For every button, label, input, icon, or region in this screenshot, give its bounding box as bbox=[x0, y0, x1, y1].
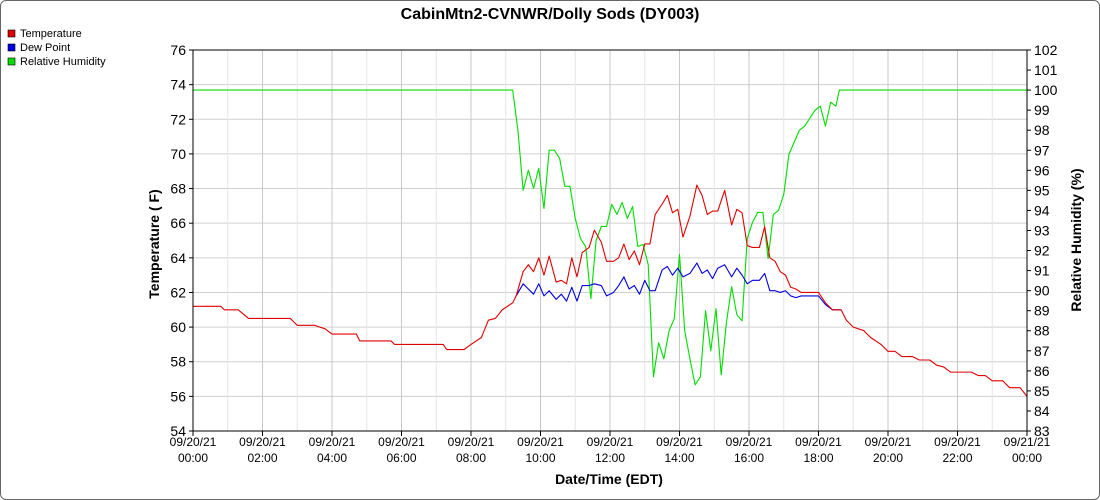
y2-tick-label: 97 bbox=[1034, 142, 1050, 158]
y2-tick-label: 88 bbox=[1034, 323, 1050, 339]
y2-tick-label: 86 bbox=[1034, 363, 1050, 379]
series-line-relative-humidity bbox=[193, 89, 1027, 386]
x-tick-label-date: 09/20/21 bbox=[726, 435, 773, 449]
y2-tick-label: 87 bbox=[1034, 343, 1050, 359]
x-tick-label-date: 09/20/21 bbox=[587, 435, 634, 449]
y-tick-label: 62 bbox=[170, 284, 186, 300]
y2-tick-label: 94 bbox=[1034, 202, 1050, 218]
x-tick-label-date: 09/20/21 bbox=[517, 435, 564, 449]
x-tick-label-time: 18:00 bbox=[803, 451, 833, 465]
legend-label-dew-point: Dew Point bbox=[20, 42, 70, 54]
y-tick-label: 60 bbox=[170, 319, 186, 335]
legend-label-relative-humidity: Relative Humidity bbox=[20, 56, 106, 68]
y2-tick-label: 93 bbox=[1034, 222, 1050, 238]
y-axis-right-ticks: 83 84 85 86 87 88 89 90 91 92 93 94 95 96 97 98 99 100 101… bbox=[1027, 42, 1058, 439]
legend-swatch-temperature bbox=[7, 29, 16, 38]
y-tick-label: 64 bbox=[170, 250, 186, 266]
legend: Temperature Dew Point Relative Humidity bbox=[7, 28, 106, 68]
chart-title: CabinMtn2-CVNWR/Dolly Sods (DY003) bbox=[401, 6, 700, 23]
x-tick-label-date: 09/20/21 bbox=[934, 435, 981, 449]
x-tick-label-time: 08:00 bbox=[456, 451, 486, 465]
gridlines bbox=[192, 49, 1028, 432]
legend-label-temperature: Temperature bbox=[20, 28, 82, 40]
y2-tick-label: 84 bbox=[1034, 403, 1050, 419]
y-tick-label: 66 bbox=[170, 215, 186, 231]
legend-swatch-dew-point bbox=[7, 43, 16, 52]
y-tick-label: 68 bbox=[170, 181, 186, 197]
y2-tick-label: 89 bbox=[1034, 303, 1050, 319]
series-layer bbox=[193, 89, 1028, 397]
y2-tick-label: 92 bbox=[1034, 243, 1050, 259]
x-axis-ticks: 09/20/21 00:00 09/20/21 02:00 09/20/21 04:00 0… bbox=[170, 431, 1051, 465]
x-tick-label-date: 09/20/21 bbox=[795, 435, 842, 449]
y2-tick-label: 100 bbox=[1034, 82, 1058, 98]
y-tick-label: 58 bbox=[170, 354, 186, 370]
y2-tick-label: 96 bbox=[1034, 162, 1050, 178]
y-tick-label: 54 bbox=[170, 423, 186, 439]
y2-tick-label: 98 bbox=[1034, 122, 1050, 138]
y2-tick-label: 85 bbox=[1034, 383, 1050, 399]
y-axis-left-title: Temperature ( F) bbox=[146, 189, 162, 298]
x-tick-label-time: 02:00 bbox=[247, 451, 277, 465]
y-tick-label: 74 bbox=[170, 77, 186, 93]
x-axis-title: Date/Time (EDT) bbox=[555, 471, 663, 487]
y2-tick-label: 91 bbox=[1034, 263, 1050, 279]
x-tick-label-time: 14:00 bbox=[664, 451, 694, 465]
y2-tick-label: 90 bbox=[1034, 283, 1050, 299]
x-tick-label-date: 09/20/21 bbox=[448, 435, 495, 449]
x-tick-label-time: 06:00 bbox=[386, 451, 416, 465]
y-tick-label: 56 bbox=[170, 388, 186, 404]
x-tick-label-date: 09/20/21 bbox=[656, 435, 703, 449]
y-tick-label: 72 bbox=[170, 111, 186, 127]
y2-tick-label: 99 bbox=[1034, 102, 1050, 118]
series-line-dew-point bbox=[515, 262, 842, 311]
x-tick-label-date: 09/21/21 bbox=[1004, 435, 1051, 449]
legend-swatch-relative-humidity bbox=[7, 57, 16, 66]
x-tick-label-time: 00:00 bbox=[1012, 451, 1042, 465]
x-tick-label-time: 20:00 bbox=[873, 451, 903, 465]
y2-tick-label: 95 bbox=[1034, 182, 1050, 198]
y-axis-right-title: Relative Humidity (%) bbox=[1068, 168, 1084, 311]
y-tick-label: 70 bbox=[170, 146, 186, 162]
x-tick-label-time: 12:00 bbox=[595, 451, 625, 465]
x-tick-label-time: 04:00 bbox=[317, 451, 347, 465]
y2-tick-label: 102 bbox=[1034, 42, 1058, 58]
x-tick-label-date: 09/20/21 bbox=[865, 435, 912, 449]
y-axis-left-ticks: 54 56 58 60 62 64 66 68 70 72 74 76 bbox=[170, 42, 193, 439]
x-tick-label-date: 09/20/21 bbox=[378, 435, 425, 449]
x-tick-label-time: 16:00 bbox=[734, 451, 764, 465]
y2-tick-label: 83 bbox=[1034, 423, 1050, 439]
x-tick-label-time: 00:00 bbox=[178, 451, 208, 465]
x-tick-label-time: 10:00 bbox=[525, 451, 555, 465]
x-tick-label-date: 09/20/21 bbox=[239, 435, 286, 449]
y-tick-label: 76 bbox=[170, 42, 186, 58]
x-tick-label-time: 22:00 bbox=[942, 451, 972, 465]
y2-tick-label: 101 bbox=[1034, 62, 1058, 78]
x-tick-label-date: 09/20/21 bbox=[309, 435, 356, 449]
x-tick-label-date: 09/20/21 bbox=[170, 435, 217, 449]
series-line-temperature bbox=[193, 184, 1028, 397]
